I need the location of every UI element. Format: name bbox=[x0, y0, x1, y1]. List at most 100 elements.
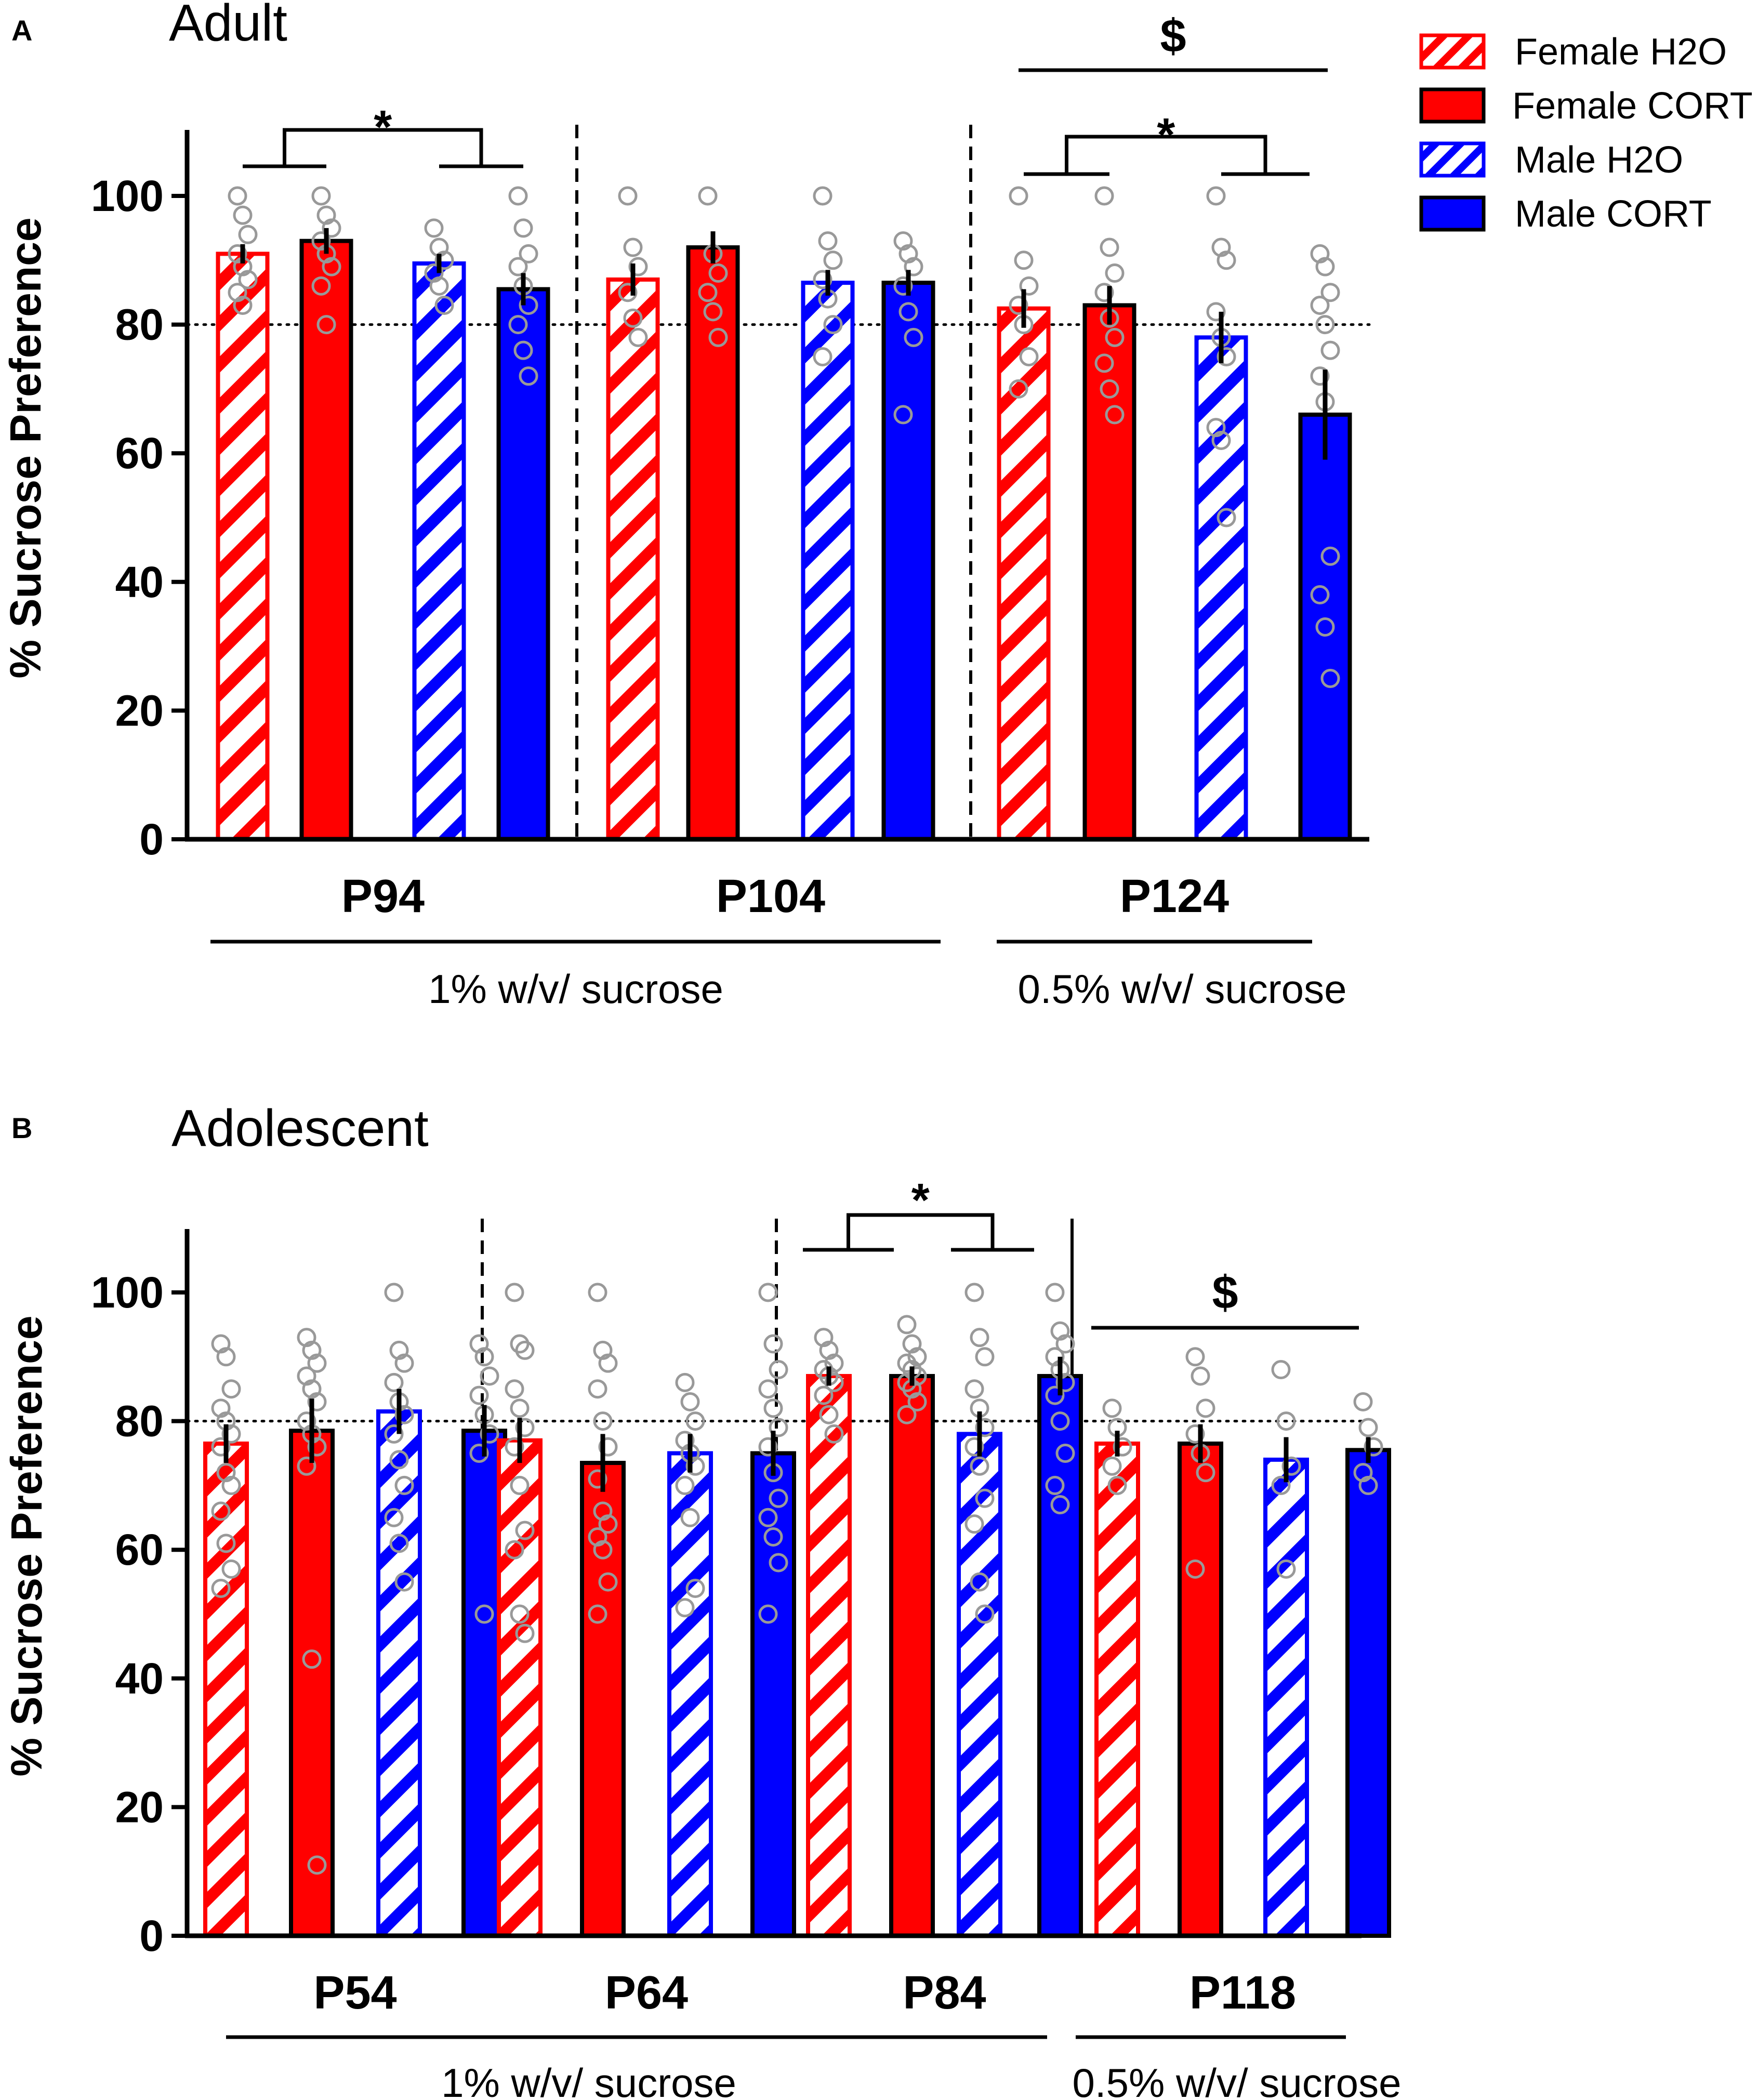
panel-a-bar-p124-male-cort bbox=[1298, 412, 1352, 841]
panel-b-point-p64-female-cort bbox=[588, 1379, 607, 1399]
panel-b-point-p64-male-cort bbox=[758, 1437, 778, 1457]
panel-b-point-p64-male-cort bbox=[769, 1360, 788, 1380]
panel-b-point-p64-female-h2o bbox=[505, 1437, 524, 1457]
panel-a-point-p94-female-cort bbox=[322, 218, 341, 238]
panel-b-bar-p54-female-h2o bbox=[203, 1441, 249, 1938]
panel-a-bar-p124-female-h2o bbox=[997, 306, 1051, 841]
panel-b-point-p54-female-cort bbox=[307, 1855, 327, 1875]
panel-a-point-p124-female-cort bbox=[1100, 379, 1119, 399]
panel-b-point-p54-female-h2o bbox=[216, 1463, 236, 1483]
panel-b-point-p84-female-cort bbox=[907, 1347, 927, 1367]
panel-b-point-p84-female-cort bbox=[902, 1334, 922, 1354]
panel-b-bar-p54-female-cort bbox=[289, 1429, 335, 1938]
panel-b-y-tick-label: 100 bbox=[91, 1268, 164, 1317]
panel-a-bar-p104-male-h2o bbox=[801, 281, 855, 841]
panel-b-point-p64-female-cort bbox=[598, 1437, 618, 1457]
panel-b-bar-p118-male-h2o bbox=[1263, 1457, 1309, 1938]
panel-a-point-p94-female-h2o bbox=[233, 295, 253, 315]
panel-a-point-p104-male-cort bbox=[898, 244, 918, 263]
panel-b-y-axis-label: % Sucrose Preference bbox=[2, 1315, 51, 1776]
panel-a-bar-p124-female-cort bbox=[1082, 303, 1136, 842]
panel-b-point-p64-female-cort bbox=[598, 1572, 618, 1592]
panel-b-point-p84-female-h2o bbox=[824, 1372, 844, 1392]
panel-b-point-p84-female-h2o bbox=[814, 1328, 834, 1348]
panel-b-point-p64-female-h2o bbox=[515, 1521, 535, 1540]
panel-b-point-p118-male-h2o bbox=[1281, 1456, 1301, 1476]
panel-a-point-p104-male-h2o bbox=[813, 186, 832, 206]
panel-a-point-p94-male-cort bbox=[519, 295, 538, 315]
panel-b-point-p54-female-h2o bbox=[216, 1534, 236, 1553]
panel-b-point-p64-male-cort bbox=[769, 1553, 788, 1573]
panel-b-point-p118-male-h2o bbox=[1271, 1475, 1291, 1495]
panel-b-point-p118-female-cort bbox=[1191, 1366, 1210, 1386]
panel-b-point-p54-female-h2o bbox=[211, 1437, 231, 1457]
panel-b-point-p64-female-h2o bbox=[515, 1623, 535, 1643]
legend-label-female-h2o: Female H2O bbox=[1515, 31, 1727, 73]
panel-b-point-p64-female-h2o bbox=[510, 1604, 530, 1624]
panel-b-x-label-p84: P84 bbox=[903, 1967, 986, 2019]
panel-b-point-p118-male-cort bbox=[1358, 1475, 1378, 1495]
panel-a-point-p124-male-h2o bbox=[1217, 250, 1236, 270]
panel-a-significance-star: * bbox=[374, 101, 392, 153]
panel-a-significance-dollar: $ bbox=[1160, 10, 1186, 62]
panel-a-y-tick-label: 60 bbox=[115, 429, 164, 478]
panel-b-point-p64-male-cort bbox=[758, 1283, 778, 1302]
panel-a-bar-p94-female-h2o bbox=[216, 252, 270, 841]
panel-a-point-p104-female-h2o bbox=[623, 308, 643, 328]
panel-b-point-p84-male-h2o bbox=[970, 1572, 989, 1592]
panel-a-x-label-p94: P94 bbox=[341, 870, 425, 922]
panel-b-point-p64-female-h2o bbox=[510, 1475, 530, 1495]
panel-a-point-p124-female-h2o bbox=[1009, 379, 1028, 399]
panel-a-bar-p104-female-cort bbox=[686, 245, 740, 841]
panel-b-point-p54-male-h2o bbox=[394, 1572, 414, 1592]
legend-swatch-female-cort bbox=[1419, 87, 1486, 124]
panel-b-point-p54-male-h2o bbox=[394, 1475, 414, 1495]
panel-b-point-p54-male-cort bbox=[469, 1444, 489, 1463]
panel-b-point-p84-female-cort bbox=[897, 1405, 917, 1424]
panel-a-point-p124-female-h2o bbox=[1009, 295, 1028, 315]
panel-b-point-p54-female-h2o bbox=[211, 1501, 231, 1521]
panel-b-point-p84-male-cort bbox=[1050, 1321, 1070, 1341]
panel-a-point-p124-female-h2o bbox=[1014, 250, 1034, 270]
panel-a-point-p124-female-h2o bbox=[1009, 186, 1028, 206]
panel-a-point-p94-female-cort bbox=[311, 276, 331, 296]
panel-b-point-p84-female-cort bbox=[897, 1315, 917, 1335]
panel-b-point-p84-male-cort bbox=[1045, 1347, 1065, 1367]
panel-b-point-p64-female-h2o bbox=[505, 1379, 524, 1399]
panel-a-point-p94-male-h2o bbox=[434, 295, 454, 315]
panel-a-point-p124-male-cort bbox=[1310, 244, 1330, 263]
panel-a-point-p94-male-cort bbox=[519, 244, 538, 263]
panel-a-point-p94-male-cort bbox=[508, 315, 528, 335]
panel-b-significance-star: * bbox=[911, 1174, 930, 1226]
panel-b-point-p118-male-cort bbox=[1358, 1418, 1378, 1437]
panel-b-point-p84-male-h2o bbox=[975, 1604, 995, 1624]
panel-b-point-p118-male-cort bbox=[1353, 1463, 1373, 1483]
panel-a-point-p124-male-cort bbox=[1320, 669, 1340, 688]
panel-b-point-p64-female-cort bbox=[588, 1283, 607, 1302]
panel-a-point-p94-female-cort bbox=[322, 257, 341, 276]
panel-b-bar-p84-female-h2o bbox=[806, 1373, 852, 1938]
panel-a-letter: A bbox=[11, 14, 32, 47]
panel-a-point-p124-female-cort bbox=[1100, 237, 1119, 257]
panel-b-point-p84-male-cort bbox=[1055, 1334, 1075, 1354]
panel-a-point-p94-male-cort bbox=[508, 186, 528, 206]
panel-b-significance-bracket bbox=[803, 1213, 1034, 1252]
panel-a-point-p94-male-h2o bbox=[424, 263, 444, 283]
panel-b-point-p118-female-cort bbox=[1196, 1463, 1215, 1483]
panel-b-point-p84-female-cort bbox=[907, 1366, 927, 1386]
panel-b-point-p84-female-h2o bbox=[824, 1424, 844, 1444]
panel-b-point-p118-male-h2o bbox=[1276, 1411, 1296, 1431]
panel-b-point-p118-female-cort bbox=[1185, 1559, 1205, 1579]
panel-a-point-p94-female-cort bbox=[316, 205, 336, 225]
panel-b-point-p54-female-cort bbox=[297, 1411, 316, 1431]
panel-b-point-p64-female-h2o bbox=[505, 1283, 524, 1302]
panel-a-point-p104-male-h2o bbox=[823, 250, 843, 270]
panel-b-chart: P54 P64 P84 P118 0 20 40 60 80 100 1% w/v/ sucrose… bbox=[91, 1174, 1402, 2100]
panel-b-point-p64-male-h2o bbox=[675, 1598, 695, 1618]
panel-a-point-p104-male-h2o bbox=[818, 231, 838, 251]
panel-a-point-p94-female-h2o bbox=[238, 270, 258, 289]
panel-a-point-p94-female-cort bbox=[311, 186, 331, 206]
panel-a-point-p124-male-cort bbox=[1315, 617, 1335, 637]
panel-a-point-p124-male-h2o bbox=[1206, 186, 1226, 206]
panel-b-point-p64-male-h2o bbox=[685, 1456, 705, 1476]
